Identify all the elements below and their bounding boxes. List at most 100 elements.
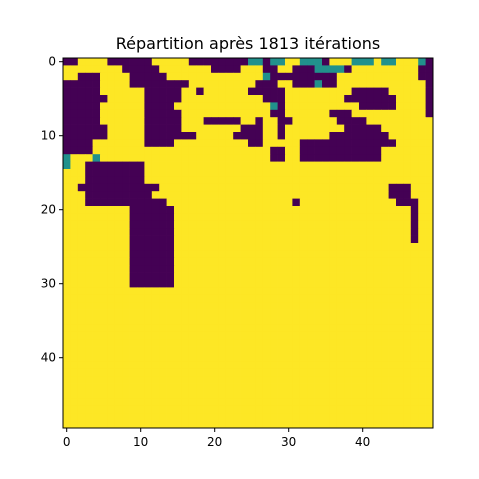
- heatmap-cell: [100, 243, 108, 251]
- heatmap-cell: [381, 198, 389, 207]
- heatmap-cell: [85, 124, 93, 133]
- heatmap-cell: [373, 95, 382, 103]
- heatmap-cell: [174, 257, 182, 266]
- heatmap-cell: [359, 169, 367, 177]
- heatmap-cell: [344, 324, 352, 333]
- heatmap-cell: [262, 317, 271, 325]
- heatmap-cell: [307, 346, 315, 355]
- heatmap-cell: [100, 346, 108, 355]
- heatmap-cell: [203, 161, 212, 170]
- heatmap-cell: [336, 317, 345, 325]
- heatmap-cell: [188, 265, 197, 273]
- heatmap-cell: [196, 146, 204, 155]
- heatmap-cell: [233, 287, 241, 296]
- heatmap-cell: [396, 339, 404, 347]
- heatmap-cell: [285, 139, 293, 148]
- heatmap-cell: [359, 302, 367, 310]
- heatmap-cell: [410, 339, 419, 347]
- heatmap-cell: [403, 405, 412, 414]
- heatmap-cell: [248, 420, 256, 429]
- heatmap-cell: [225, 87, 234, 96]
- heatmap-cell: [381, 191, 389, 199]
- heatmap-cell: [114, 139, 123, 148]
- heatmap-cell: [336, 324, 345, 333]
- heatmap-cell: [218, 280, 227, 288]
- heatmap-cell: [248, 398, 256, 407]
- heatmap-cell: [255, 183, 264, 192]
- heatmap-cell: [174, 287, 182, 296]
- heatmap-cell: [314, 235, 323, 244]
- heatmap-cell: [322, 250, 330, 259]
- heatmap-cell: [85, 243, 93, 251]
- heatmap-cell: [299, 198, 308, 207]
- heatmap-cell: [233, 405, 241, 414]
- heatmap-cell: [285, 294, 293, 303]
- heatmap-cell: [188, 257, 197, 266]
- heatmap-cell: [329, 420, 338, 429]
- heatmap-cell: [174, 87, 182, 96]
- heatmap-cell: [359, 206, 367, 214]
- heatmap-cell: [314, 420, 323, 429]
- heatmap-cell: [255, 132, 264, 140]
- heatmap-cell: [181, 280, 190, 288]
- heatmap-cell: [151, 383, 160, 392]
- heatmap-cell: [299, 287, 308, 296]
- heatmap-cell: [299, 206, 308, 214]
- heatmap-cell: [211, 317, 219, 325]
- heatmap-cell: [70, 146, 79, 155]
- heatmap-cell: [373, 317, 382, 325]
- heatmap-cell: [196, 280, 204, 288]
- heatmap-cell: [292, 405, 301, 414]
- heatmap-cell: [396, 139, 404, 148]
- heatmap-cell: [63, 250, 71, 259]
- heatmap-cell: [277, 309, 286, 318]
- heatmap-cell: [255, 139, 264, 148]
- heatmap-cell: [181, 191, 190, 199]
- heatmap-cell: [336, 287, 345, 296]
- heatmap-cell: [144, 294, 153, 303]
- heatmap-cell: [144, 398, 153, 407]
- heatmap-cell: [233, 228, 241, 236]
- heatmap-cell: [114, 183, 123, 192]
- heatmap-cell: [63, 169, 71, 177]
- heatmap-cell: [92, 368, 101, 377]
- heatmap-cell: [137, 361, 145, 370]
- heatmap-cell: [351, 95, 360, 103]
- heatmap-cell: [255, 95, 264, 103]
- heatmap-cell: [373, 220, 382, 229]
- heatmap-cell: [270, 109, 278, 118]
- heatmap-cell: [129, 95, 138, 103]
- heatmap-cell: [329, 132, 338, 140]
- heatmap-cell: [418, 413, 426, 421]
- heatmap-cell: [129, 398, 138, 407]
- heatmap-cell: [307, 257, 315, 266]
- heatmap-cell: [174, 169, 182, 177]
- heatmap-cell: [233, 65, 241, 74]
- heatmap-cell: [262, 80, 271, 88]
- heatmap-cell: [299, 87, 308, 96]
- heatmap-cell: [322, 124, 330, 133]
- heatmap-cell: [166, 198, 175, 207]
- heatmap-cell: [181, 257, 190, 266]
- heatmap-cell: [181, 361, 190, 370]
- heatmap-cell: [211, 72, 219, 81]
- heatmap-cell: [373, 391, 382, 399]
- heatmap-cell: [403, 391, 412, 399]
- heatmap-cell: [151, 405, 160, 414]
- heatmap-cell: [181, 154, 190, 162]
- heatmap-cell: [203, 272, 212, 281]
- heatmap-cell: [196, 132, 204, 140]
- heatmap-cell: [299, 65, 308, 74]
- heatmap-cell: [137, 331, 145, 340]
- heatmap-cell: [85, 287, 93, 296]
- heatmap-cell: [351, 280, 360, 288]
- heatmap-cell: [248, 87, 256, 96]
- heatmap-cell: [396, 58, 404, 66]
- heatmap-cell: [292, 368, 301, 377]
- heatmap-cell: [262, 405, 271, 414]
- heatmap-cell: [144, 206, 153, 214]
- heatmap-cell: [174, 72, 182, 81]
- heatmap-cell: [381, 161, 389, 170]
- heatmap-cell: [292, 124, 301, 133]
- heatmap-cell: [240, 265, 249, 273]
